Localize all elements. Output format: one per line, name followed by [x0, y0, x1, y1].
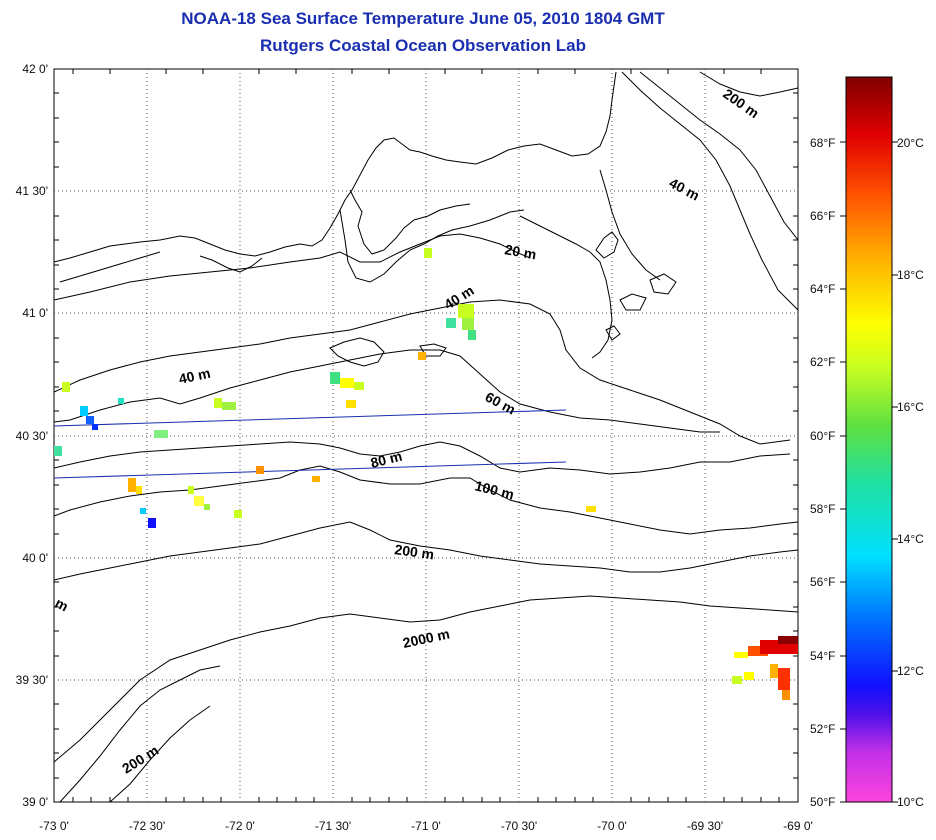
- isobath-200m: [54, 521, 798, 581]
- lat-tick-label: 39 0': [22, 795, 48, 809]
- colorbar-f-label: 68°F: [810, 136, 835, 150]
- colorbar-f-label: 58°F: [810, 502, 835, 516]
- isobath-label: 200 m: [394, 541, 436, 562]
- colorbar-f-label: 60°F: [810, 429, 835, 443]
- colorbar-c-label: 14°C: [897, 532, 924, 546]
- lon-tick-label: -71 30': [315, 819, 351, 833]
- lon-tick-label: -71 0': [411, 819, 441, 833]
- isobath-200m-south: [59, 665, 221, 802]
- colorbar-f-label: 62°F: [810, 355, 835, 369]
- isobath-80m: [54, 441, 791, 475]
- isobath-100m: [54, 465, 798, 535]
- colorbar-f-label: 50°F: [810, 795, 835, 809]
- lat-tick-label: 40 0': [22, 551, 48, 565]
- islands: [605, 273, 677, 341]
- lon-tick-label: -69 30': [687, 819, 723, 833]
- lat-tick-label: 41 0': [22, 306, 48, 320]
- colorbar-ticks: [840, 141, 898, 803]
- lon-tick-label: -72 0': [225, 819, 255, 833]
- map-title: NOAA-18 Sea Surface Temperature June 05,…: [181, 9, 665, 28]
- isobath-label: 40 m: [177, 365, 212, 387]
- frame-ticks: [54, 69, 798, 802]
- lon-tick-label: -69 0': [783, 819, 813, 833]
- lat-tick-label: 41 30': [16, 184, 48, 198]
- track-line-2: [54, 461, 567, 479]
- colorbar: [845, 76, 893, 803]
- cape-cod: [329, 215, 619, 367]
- lon-tick-label: -70 0': [597, 819, 627, 833]
- coastline-bays: [59, 189, 525, 283]
- isobath-40m: [54, 299, 791, 445]
- colorbar-f-label: 54°F: [810, 649, 835, 663]
- colorbar-f-labels: 68°F 66°F 64°F 62°F 60°F 58°F 56°F 54°F …: [810, 136, 835, 809]
- colorbar-f-label: 52°F: [810, 722, 835, 736]
- lon-tick-label: -72 30': [129, 819, 165, 833]
- colorbar-f-label: 66°F: [810, 209, 835, 223]
- isobath-gulf-of-maine: [599, 71, 798, 311]
- lon-tick-label: -73 0': [39, 819, 69, 833]
- colorbar-c-label: 16°C: [897, 400, 924, 414]
- isobath-60m: [54, 349, 720, 433]
- isobath-label: 80 m: [369, 448, 404, 471]
- lon-tick-label: -70 30': [501, 819, 537, 833]
- lat-axis: 39 0' 39 30' 40 0' 40 30' 41 0' 41 30' 4…: [16, 62, 48, 809]
- colorbar-c-labels: 20°C 18°C 16°C 14°C 12°C 10°C: [897, 136, 924, 809]
- lat-tick-label: 42 0': [22, 62, 48, 76]
- lon-axis: -73 0' -72 30' -72 0' -71 30' -71 0' -70…: [39, 819, 813, 833]
- colorbar-c-label: 10°C: [897, 795, 924, 809]
- lat-tick-label: 40 30': [16, 429, 48, 443]
- graticule: [54, 69, 798, 802]
- isobath-label: 20 m: [503, 241, 537, 262]
- isobath-2000m: [54, 595, 798, 763]
- colorbar-f-label: 56°F: [810, 575, 835, 589]
- sst-pixels: [54, 248, 798, 700]
- colorbar-f-label: 64°F: [810, 282, 835, 296]
- track-line-1: [54, 409, 567, 427]
- isobath-20m: [54, 233, 531, 301]
- colorbar-c-label: 12°C: [897, 664, 924, 678]
- coastline: [54, 71, 617, 263]
- map-subtitle: Rutgers Coastal Ocean Observation Lab: [260, 36, 586, 55]
- colorbar-c-label: 18°C: [897, 268, 924, 282]
- lat-tick-label: 39 30': [16, 673, 48, 687]
- colorbar-c-label: 20°C: [897, 136, 924, 150]
